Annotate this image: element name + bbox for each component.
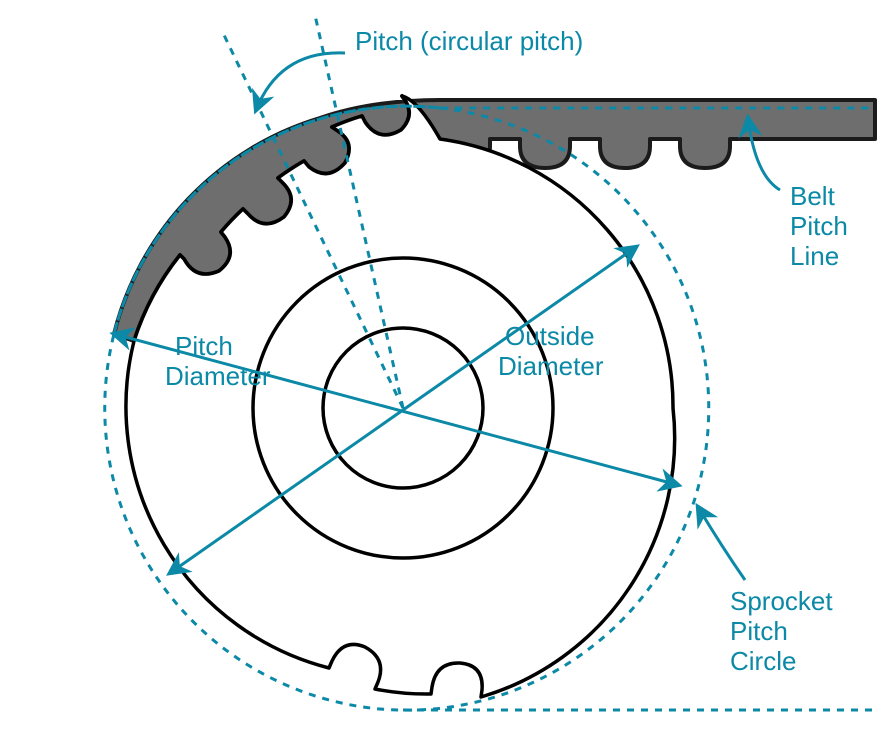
pitch-diameter-label-2: Diameter — [165, 361, 271, 391]
sprocket-pitch-label-1: Sprocket — [730, 586, 833, 616]
sprocket-pitch-leader — [698, 507, 745, 580]
outside-diameter-label-2: Diameter — [498, 351, 604, 381]
pitch-leader — [256, 53, 345, 110]
belt-pitch-label-1: Belt — [790, 181, 836, 211]
sprocket-pitch-label-2: Pitch — [730, 616, 788, 646]
sprocket-diagram: :root { --accent:#0b89a6; --outline:#000… — [0, 0, 883, 756]
pitch-diameter-label-1: Pitch — [175, 331, 233, 361]
outside-diameter-label-1: Outside — [505, 321, 595, 351]
belt-pitch-label-3: Line — [790, 241, 839, 271]
pitch-title-label: Pitch (circular pitch) — [355, 26, 583, 56]
sprocket-pitch-label-3: Circle — [730, 646, 796, 676]
belt-pitch-label-2: Pitch — [790, 211, 848, 241]
